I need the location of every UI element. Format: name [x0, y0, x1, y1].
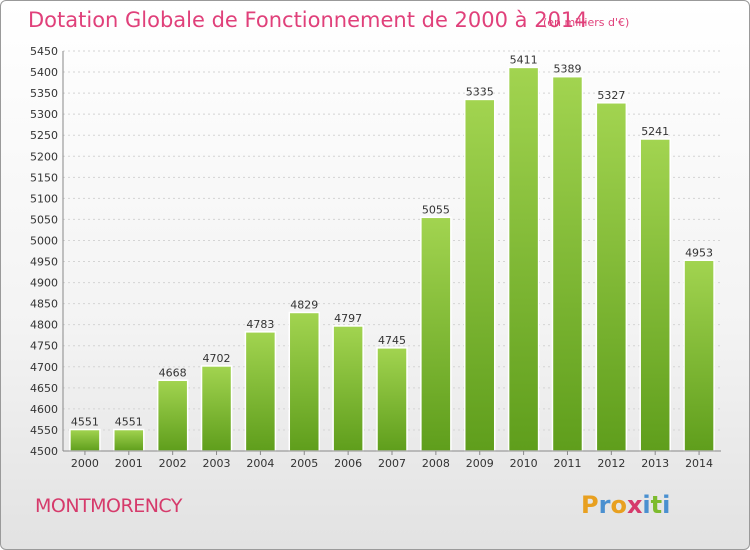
y-tick-label: 5450	[30, 45, 58, 58]
logo-letter: P	[581, 491, 599, 519]
bar-2012	[595, 102, 628, 452]
x-tick-label: 2011	[553, 457, 581, 470]
value-label-2006: 4797	[334, 312, 362, 325]
y-tick-label: 5150	[30, 171, 58, 184]
x-tick-label: 2005	[290, 457, 318, 470]
bar-2006	[332, 325, 364, 452]
y-tick-label: 5200	[30, 150, 58, 163]
value-label-2001: 4551	[115, 416, 143, 429]
value-label-2007: 4745	[378, 334, 406, 347]
x-tick-label: 2000	[71, 457, 99, 470]
bar-2000	[69, 428, 101, 452]
y-tick-label: 5100	[30, 192, 58, 205]
logo-letter: x	[626, 491, 643, 519]
y-tick-label: 4750	[30, 340, 58, 353]
y-axis: 4500 4550 4600 4650 4700 4750 4800 4850 4900 4950…	[30, 45, 64, 458]
value-label-2008: 5055	[422, 203, 450, 216]
y-tick-label: 4900	[30, 277, 58, 290]
x-tick-label: 2004	[246, 457, 274, 470]
y-tick-label: 4950	[30, 256, 58, 269]
y-tick-label: 5300	[30, 108, 58, 121]
x-tick-label: 2012	[597, 457, 625, 470]
y-tick-label: 5350	[30, 87, 58, 100]
bar-2004	[244, 331, 277, 452]
y-tick-label: 5250	[30, 129, 58, 142]
value-label-2010: 5411	[510, 53, 538, 66]
x-tick-label: 2008	[422, 457, 450, 470]
y-tick-label: 4700	[30, 361, 58, 374]
commune-name: MONTMORENCY	[35, 495, 182, 517]
value-label-2013: 5241	[641, 125, 669, 138]
x-tick-label: 2003	[203, 457, 231, 470]
value-label-2012: 5327	[597, 89, 625, 102]
x-tick-label: 2007	[378, 457, 406, 470]
y-tick-label: 4600	[30, 403, 58, 416]
value-label-2002: 4668	[159, 366, 187, 379]
x-tick-label: 2006	[334, 457, 362, 470]
logo-letter: o	[610, 491, 627, 519]
bar-2010	[507, 66, 540, 452]
value-label-2014: 4953	[685, 246, 713, 259]
logo-letter: r	[598, 491, 611, 519]
y-tick-label: 4800	[30, 319, 58, 332]
value-label-2011: 5389	[553, 63, 581, 76]
y-tick-label: 5050	[30, 213, 58, 226]
value-label-2003: 4702	[203, 352, 231, 365]
x-tick-label: 2010	[510, 457, 538, 470]
y-tick-label: 4500	[30, 445, 58, 458]
logo-letter: t	[650, 491, 663, 519]
y-tick-label: 5000	[30, 234, 58, 247]
bar-2003	[200, 365, 233, 452]
y-tick-label: 4850	[30, 298, 58, 311]
bar-2009	[463, 98, 496, 452]
x-tick-label: 2002	[159, 457, 187, 470]
value-label-2004: 4783	[246, 318, 274, 331]
unit-label: (en milliers d'€)	[543, 16, 630, 29]
chart-title: Dotation Globale de Fonctionnement de 20…	[28, 8, 588, 32]
bar-2013	[639, 138, 671, 452]
y-tick-label: 4550	[30, 424, 58, 437]
x-tick-label: 2014	[685, 457, 713, 470]
value-label-2009: 5335	[466, 85, 494, 98]
x-axis: 2000 2001 2002 2003 2004 2005 2006 2007 2008 2009…	[63, 450, 721, 470]
value-label-2000: 4551	[71, 416, 99, 429]
x-tick-label: 2013	[641, 457, 669, 470]
x-tick-label: 2001	[115, 457, 143, 470]
bar-2008	[420, 216, 452, 452]
logo-letter: i	[642, 491, 651, 519]
bar-2002	[156, 379, 189, 452]
bar-2011	[551, 75, 584, 452]
bar-2005	[288, 311, 321, 452]
value-label-2005: 4829	[290, 298, 318, 311]
x-tick-label: 2009	[466, 457, 494, 470]
y-tick-label: 4650	[30, 382, 58, 395]
logo-letter: i	[662, 491, 671, 519]
bar-2007	[376, 347, 408, 452]
bar-2001	[113, 428, 145, 452]
bar-2014	[683, 259, 715, 452]
bars: 4551 4551 4668 4702 4783 4829 4797 4745 5055 5335…	[69, 53, 715, 452]
y-tick-label: 5400	[30, 66, 58, 79]
proxiti-logo: Proxiti	[581, 491, 670, 519]
